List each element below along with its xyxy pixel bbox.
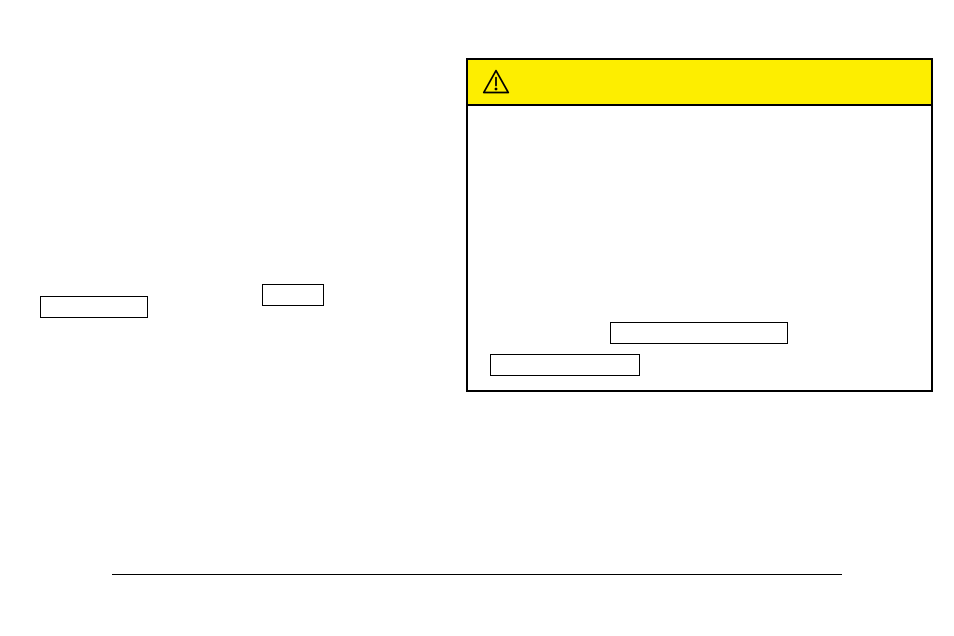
- warning-icon-svg: [482, 68, 510, 96]
- stage: [0, 0, 954, 636]
- warning-panel-header: [468, 60, 931, 104]
- bottom-rule: [112, 574, 842, 575]
- panel-box-right: [610, 322, 788, 344]
- left-box-1: [40, 296, 148, 318]
- warning-panel-header-divider: [466, 104, 933, 106]
- panel-box-left: [490, 354, 640, 376]
- warning-icon: [482, 68, 510, 96]
- left-box-2: [262, 284, 324, 306]
